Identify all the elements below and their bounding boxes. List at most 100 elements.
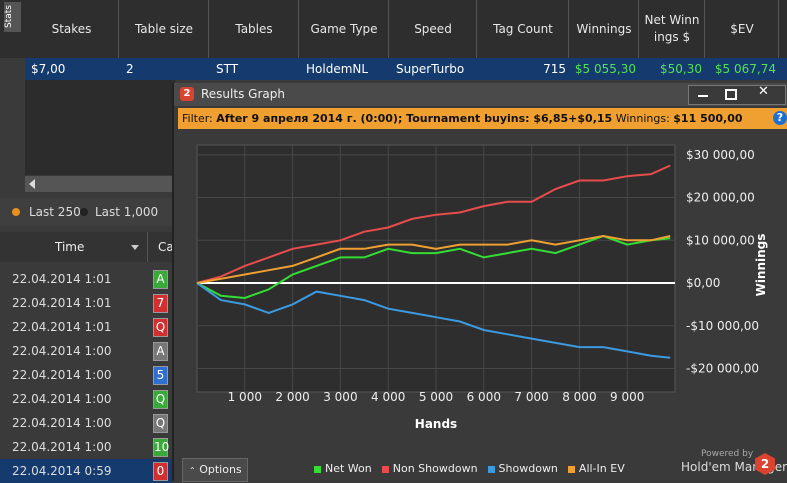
window-title: Results Graph: [201, 87, 285, 101]
legend-item: Net Won: [314, 460, 372, 478]
legend-swatch: [381, 465, 389, 473]
y-tick-label: $0,00: [686, 276, 720, 290]
options-button[interactable]: ⌃ Options: [182, 458, 248, 482]
filter-bar: Last 250 Last 1,000: [0, 198, 172, 226]
series-line: [196, 234, 671, 284]
x-tick-label: 5 000: [419, 390, 453, 404]
hand-row[interactable]: 22.04.2014 1:00 Q: [0, 387, 172, 411]
column-header[interactable]: Tables: [210, 0, 299, 58]
legend-label: Non Showdown: [392, 462, 478, 475]
window-controls[interactable]: [688, 85, 786, 105]
cell: 715: [543, 62, 566, 76]
options-label: Options: [199, 463, 242, 476]
filter-option[interactable]: Last 1,000: [95, 205, 159, 219]
cell: SuperTurbo: [396, 62, 465, 76]
legend-item: All-In EV: [567, 460, 625, 478]
column-header[interactable]: Time: [55, 240, 85, 254]
cell: $7,00: [31, 62, 66, 76]
selected-row[interactable]: [25, 58, 787, 80]
hole-card: Q: [153, 318, 168, 337]
x-tick-label: 4 000: [371, 390, 405, 404]
column-header[interactable]: Stakes: [25, 0, 119, 58]
x-tick-label: 8 000: [562, 390, 596, 404]
filter-option[interactable]: Last 250: [29, 205, 81, 219]
legend-label: Net Won: [325, 462, 372, 475]
legend-label: Showdown: [498, 462, 558, 475]
winnings-label: Winnings:: [615, 112, 670, 125]
hand-time: 22.04.2014 1:01: [12, 320, 112, 334]
powered-by: Powered by: [701, 449, 754, 459]
hand-time: 22.04.2014 1:00: [12, 392, 112, 406]
legend-swatch: [567, 465, 575, 473]
table-empty: [25, 80, 175, 175]
hole-card: 10: [153, 438, 169, 457]
series-line: [196, 282, 671, 359]
hand-row[interactable]: 22.04.2014 1:01 A: [0, 267, 172, 291]
x-tick-label: 3 000: [323, 390, 357, 404]
column-header[interactable]: Tag Count: [478, 0, 569, 58]
x-tick-label: 2 000: [275, 390, 309, 404]
hole-card: 5: [153, 366, 168, 385]
y-tick-label: $20 000,00: [686, 191, 755, 205]
hand-row[interactable]: 22.04.2014 1:01 7: [0, 291, 172, 315]
column-header[interactable]: Ca: [158, 240, 174, 254]
cell: 2: [126, 62, 134, 76]
legend: Net Won Non Showdown Showdown All-In EV: [314, 460, 625, 478]
hands-header: Time Ca: [0, 232, 174, 262]
scrollbar[interactable]: [25, 176, 175, 192]
column-header[interactable]: $EV: [706, 0, 779, 58]
hand-time: 22.04.2014 1:01: [12, 272, 112, 286]
hand-row[interactable]: 22.04.2014 0:59 0: [0, 459, 172, 483]
hole-card: Q: [153, 390, 168, 409]
x-tick-label: 7 000: [514, 390, 548, 404]
cell: STT: [216, 62, 239, 76]
hand-row[interactable]: 22.04.2014 1:00 10: [0, 435, 172, 459]
x-tick-label: 9 000: [610, 390, 644, 404]
column-header[interactable]: Table size: [120, 0, 209, 58]
cell: HoldemNL: [306, 62, 369, 76]
hand-time: 22.04.2014 1:00: [12, 344, 112, 358]
y-tick-label: $30 000,00: [686, 148, 755, 162]
legend-swatch: [487, 465, 495, 473]
column-header[interactable]: Net Winnings $: [640, 0, 705, 58]
hand-time: 22.04.2014 1:00: [12, 440, 112, 454]
series-line: [196, 164, 671, 284]
legend-item: Showdown: [487, 460, 558, 478]
hand-time: 22.04.2014 0:59: [12, 464, 112, 478]
stats-header: [0, 0, 787, 58]
legend-swatch: [314, 465, 321, 473]
app-icon: 2: [180, 87, 194, 101]
hand-row[interactable]: 22.04.2014 1:01 Q: [0, 315, 172, 339]
cell: $50,30: [660, 62, 702, 76]
legend-label: All-In EV: [578, 462, 625, 475]
hand-time: 22.04.2014 1:00: [12, 416, 112, 430]
hole-card: Q: [153, 414, 168, 433]
help[interactable]: ?: [773, 111, 787, 125]
results-window: 2 Results Graph ✕ Filter: After 9 апреля…: [172, 83, 787, 482]
cell: $5 067,74: [714, 62, 776, 76]
column-header[interactable]: Game Type: [300, 0, 389, 58]
y-tick-label: -$10 000,00: [686, 319, 759, 333]
cell: $5 055,30: [574, 62, 636, 76]
legend-item: Non Showdown: [381, 460, 478, 478]
filter-label: Filter:: [182, 112, 213, 125]
winnings-value: $11 500,00: [673, 112, 743, 125]
y-tick-label: $10 000,00: [686, 233, 755, 247]
column-header[interactable]: Speed: [390, 0, 477, 58]
x-tick-label: 6 000: [467, 390, 501, 404]
hole-card: 7: [153, 294, 168, 313]
hand-row[interactable]: 22.04.2014 1:00 A: [0, 339, 172, 363]
hand-row[interactable]: 22.04.2014 1:00 5: [0, 363, 172, 387]
y-tick-label: -$20 000,00: [686, 361, 759, 375]
y-axis-label: Winnings: [754, 234, 768, 297]
title-bar: 2 Results Graph ✕: [174, 83, 787, 106]
hole-card: A: [153, 342, 168, 361]
hand-row[interactable]: 22.04.2014 1:00 Q: [0, 411, 172, 435]
brand-logo: 2: [755, 453, 775, 475]
filter-text: After 9 апреля 2014 г. (0:00); Tournamen…: [216, 112, 613, 125]
hole-card: A: [153, 270, 168, 289]
x-axis-label: Hands: [415, 417, 457, 431]
x-tick-label: 1 000: [228, 390, 262, 404]
column-header[interactable]: Winnings: [570, 0, 639, 58]
